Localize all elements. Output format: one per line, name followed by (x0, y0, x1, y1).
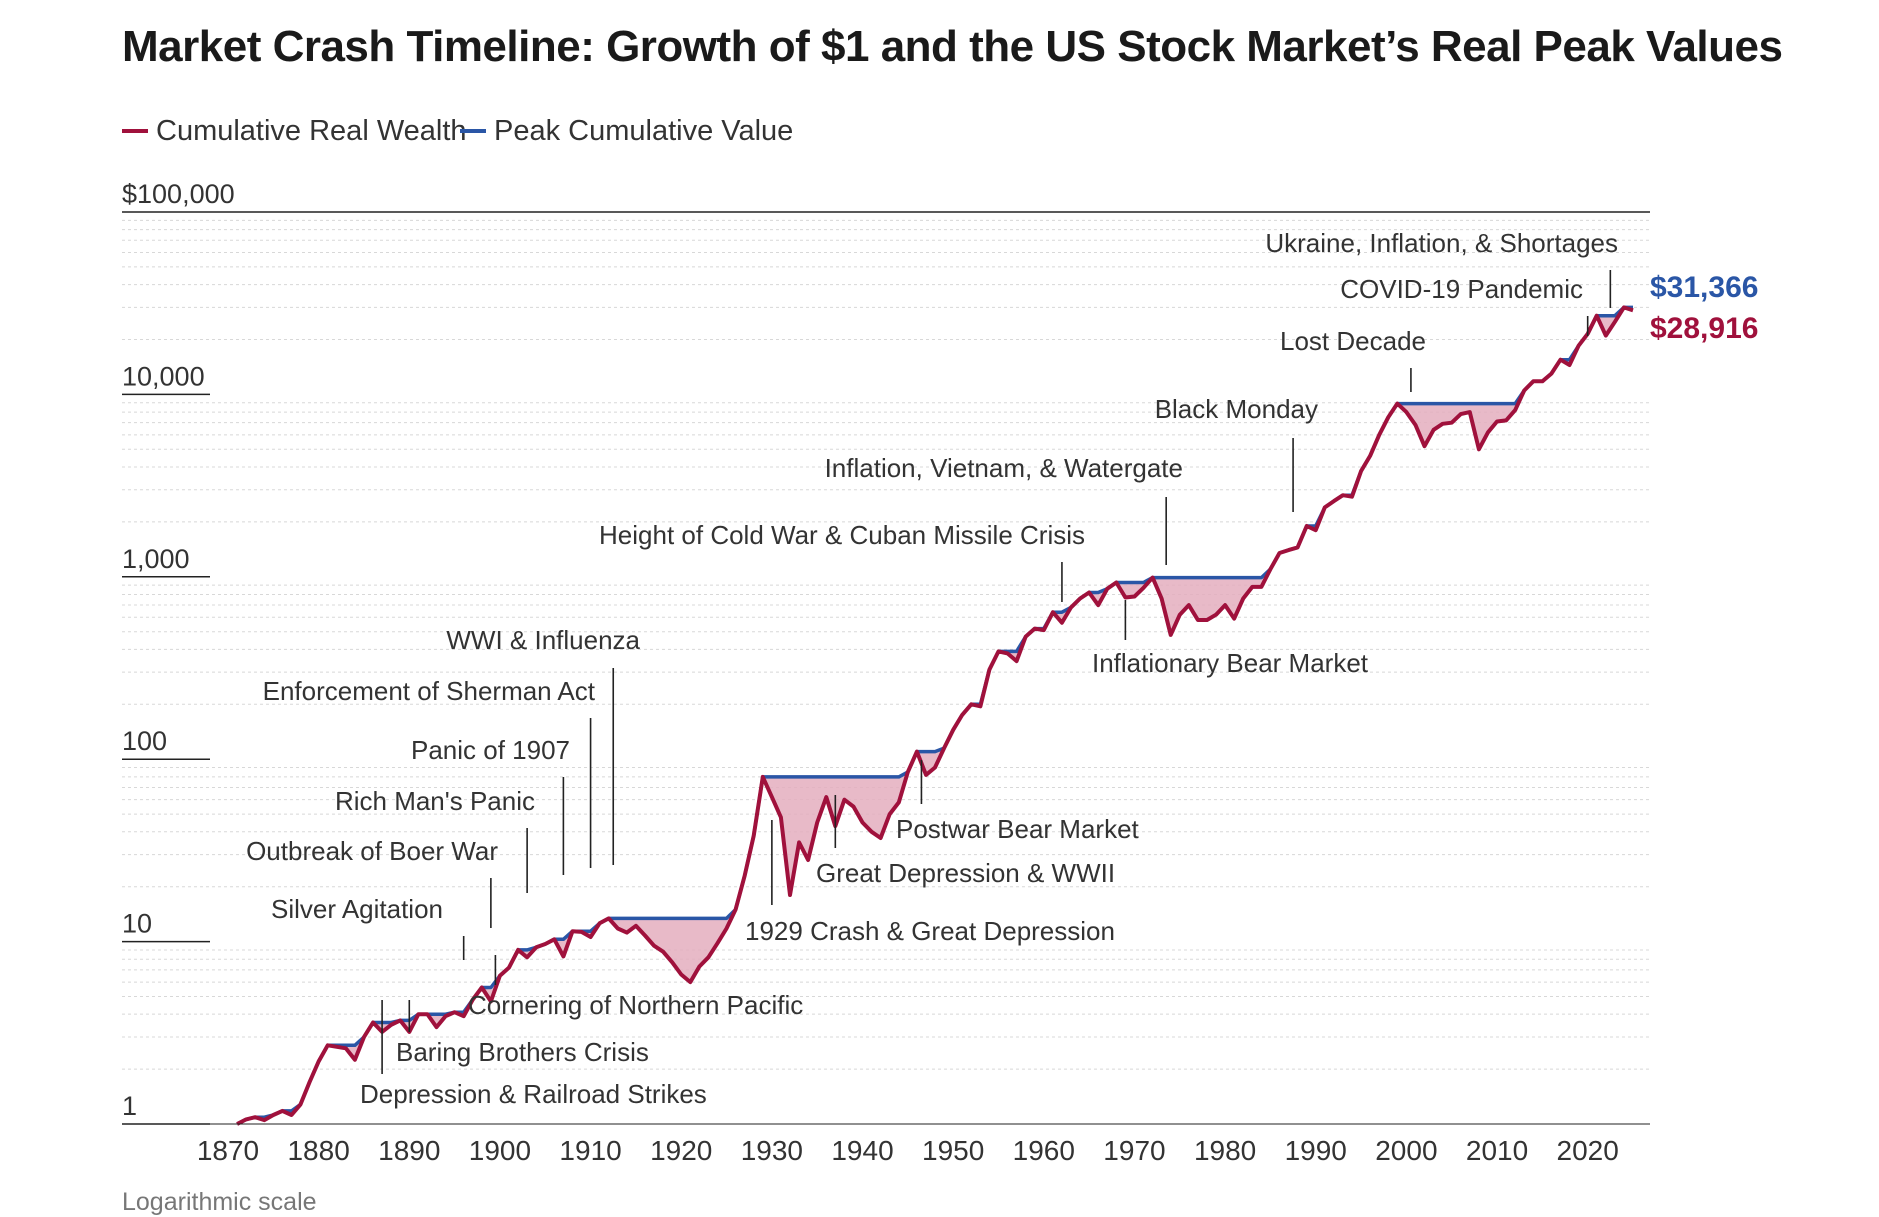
x-tick-label: 1920 (650, 1135, 712, 1166)
chart-title: Market Crash Timeline: Growth of $1 and … (122, 22, 1783, 71)
y-tick-label: 10,000 (122, 361, 205, 391)
annotation-label: Depression & Railroad Strikes (360, 1079, 707, 1109)
y-tick-label: 1,000 (122, 544, 190, 574)
legend-label-real: Cumulative Real Wealth (156, 114, 467, 147)
annotation-label: Height of Cold War & Cuban Missile Crisi… (599, 520, 1085, 550)
annotation-label: Black Monday (1155, 394, 1318, 424)
y-tick-label: $100,000 (122, 179, 235, 209)
x-tick-label: 1950 (922, 1135, 984, 1166)
x-tick-label: 1930 (741, 1135, 803, 1166)
legend-item-peak-value: Peak Cumulative Value (460, 114, 793, 148)
annotation-label: 1929 Crash & Great Depression (745, 916, 1115, 946)
annotation-label: Great Depression & WWII (816, 858, 1115, 888)
drawdown-area (762, 772, 908, 895)
axis-layer: $100,000 10,000 1,000 100 10 1 1870 1880 1890 190… (122, 179, 1650, 1166)
drawdown-area (1152, 569, 1271, 635)
x-tick-label: 1980 (1194, 1135, 1256, 1166)
x-tick-label: 1990 (1285, 1135, 1347, 1166)
grid-layer (122, 219, 1650, 1070)
annotation-layer: $31,366 $28,916 Depression & Railroad Stri… (246, 228, 1758, 1109)
annotation-label: Rich Man's Panic (335, 786, 535, 816)
x-tick-label: 2020 (1557, 1135, 1619, 1166)
x-tick-label: 2010 (1466, 1135, 1528, 1166)
end-label-peak: $31,366 (1650, 271, 1758, 304)
y-tick-label: 10 (122, 909, 152, 939)
legend-label-peak: Peak Cumulative Value (494, 114, 794, 147)
footnote: Logarithmic scale (122, 1188, 317, 1216)
y-tick-label: 1 (122, 1091, 137, 1121)
annotation-label: WWI & Influenza (446, 625, 640, 655)
x-tick-label: 1900 (469, 1135, 531, 1166)
legend-item-real-wealth: Cumulative Real Wealth (122, 114, 467, 148)
annotation-label: Inflationary Bear Market (1092, 648, 1369, 678)
x-tick-label: 1870 (197, 1135, 259, 1166)
annotation-label: Postwar Bear Market (896, 814, 1140, 844)
y-tick-label: 100 (122, 726, 167, 756)
x-tick-label: 1970 (1103, 1135, 1165, 1166)
annotation-label: Cornering of Northern Pacific (468, 990, 803, 1020)
annotation-label: Baring Brothers Crisis (396, 1037, 649, 1067)
annotation-label: Ukraine, Inflation, & Shortages (1265, 228, 1618, 258)
annotation-label: Enforcement of Sherman Act (263, 676, 596, 706)
x-tick-label: 1940 (831, 1135, 893, 1166)
annotation-label: Silver Agitation (271, 894, 443, 924)
annotation-label: Inflation, Vietnam, & Watergate (825, 453, 1183, 483)
annotation-label: Outbreak of Boer War (246, 836, 498, 866)
annotation-label: Panic of 1907 (411, 735, 570, 765)
legend-swatch-peak (460, 129, 486, 133)
x-tick-label: 1880 (287, 1135, 349, 1166)
cumulative-real-wealth-line (236, 305, 1634, 1126)
x-tick-label: 1910 (559, 1135, 621, 1166)
x-tick-label: 2000 (1375, 1135, 1437, 1166)
x-tick-label: 1960 (1013, 1135, 1075, 1166)
drawdown-fill-layer (255, 307, 1633, 1121)
annotation-label: COVID-19 Pandemic (1340, 274, 1583, 304)
end-label-real: $28,916 (1650, 312, 1758, 345)
drawdown-area (608, 909, 736, 983)
legend-swatch-real (122, 129, 148, 133)
x-tick-label: 1890 (378, 1135, 440, 1166)
real-line-layer (236, 305, 1634, 1126)
drawdown-area (327, 1037, 364, 1060)
annotation-label: Lost Decade (1280, 326, 1426, 356)
